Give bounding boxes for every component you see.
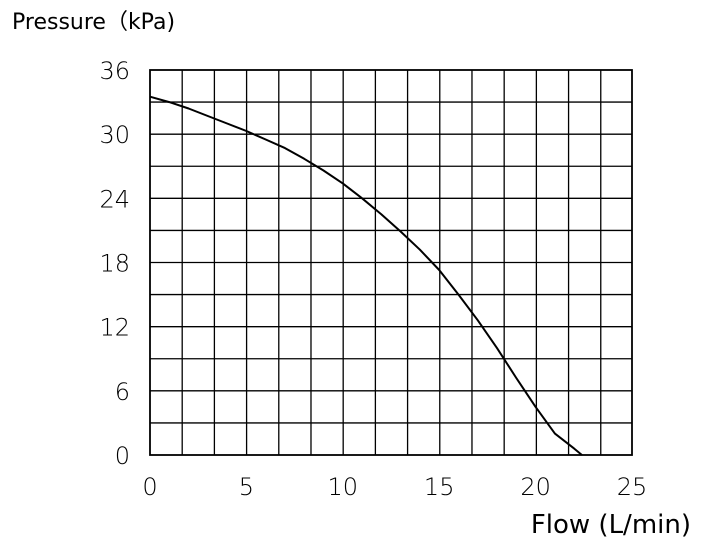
y-tick-label: 12 — [99, 314, 130, 342]
y-tick-label: 30 — [99, 121, 130, 149]
y-tick-label: 6 — [115, 378, 130, 406]
x-tick-label: 25 — [617, 473, 648, 501]
x-axis-title: Flow (L/min) — [530, 510, 691, 540]
x-tick-label: 0 — [142, 473, 157, 501]
y-tick-label: 24 — [99, 185, 130, 213]
x-tick-label: 15 — [424, 473, 455, 501]
y-tick-label: 0 — [115, 442, 130, 470]
x-tick-label: 10 — [328, 473, 359, 501]
pressure-flow-curve — [149, 95, 583, 456]
x-tick-label: 20 — [520, 473, 551, 501]
x-tick-label: 5 — [239, 473, 254, 501]
y-axis-title: Pressure（kPa) — [12, 10, 176, 35]
y-tick-label: 18 — [99, 250, 130, 278]
y-tick-label: 36 — [99, 57, 130, 85]
plot-frame — [149, 69, 633, 456]
